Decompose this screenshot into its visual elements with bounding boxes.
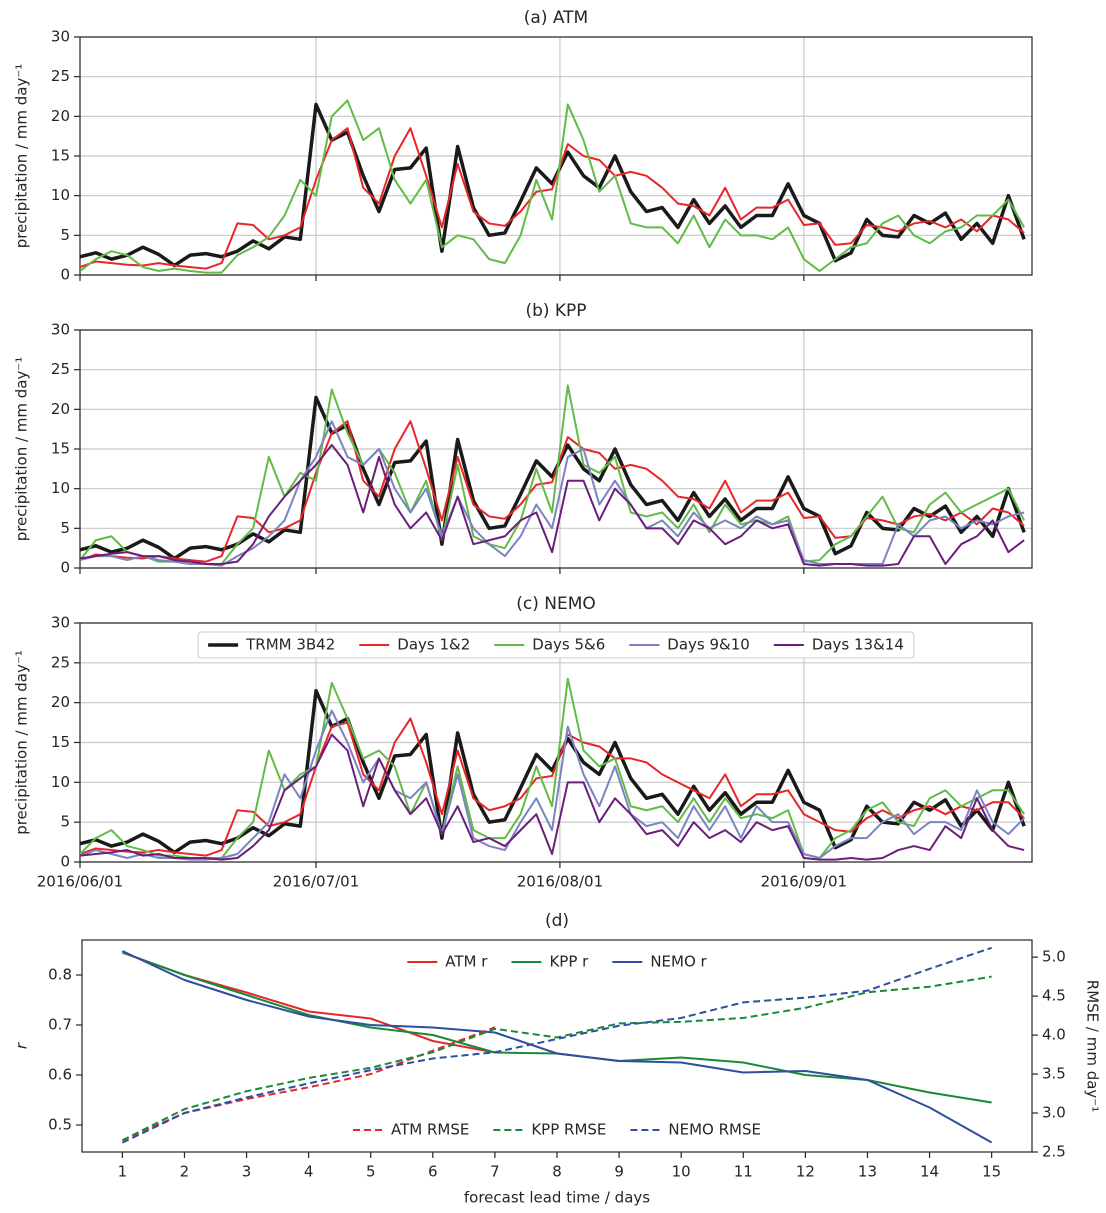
series-line <box>80 717 1025 857</box>
x-tick-label: 2016/09/01 <box>761 873 847 891</box>
legend: TRMM 3B42 Days 1&2 Days 5&6 Days 9&10 Days 1… <box>197 631 915 659</box>
y-tick-label: 5 <box>60 226 70 244</box>
y-tick-label: 30 <box>51 321 70 339</box>
series-line <box>121 946 992 1144</box>
y2-tick-label: 4.0 <box>1042 1026 1066 1044</box>
legend-label: NEMO RMSE <box>668 1121 761 1139</box>
panel-title: (d) <box>545 911 569 931</box>
x-tick-label: 14 <box>920 1163 939 1181</box>
x-tick-label: 5 <box>366 1163 376 1181</box>
legend-label: KPP r <box>549 953 589 971</box>
x-tick-label: 9 <box>614 1163 624 1181</box>
series-line <box>121 975 992 1142</box>
legend-label: NEMO r <box>650 953 707 971</box>
series-line <box>121 950 993 1144</box>
panel-title: (c) NEMO <box>516 594 596 614</box>
y2-tick-label: 2.5 <box>1042 1143 1066 1161</box>
panel-title: (a) ATM <box>524 8 588 28</box>
plot-frame <box>79 329 1033 569</box>
y-axis-label: precipitation / mm day⁻¹ <box>13 357 31 542</box>
series-line <box>80 99 1026 274</box>
y-axis-label: precipitation / mm day⁻¹ <box>13 650 31 835</box>
plot-frame <box>79 36 1033 276</box>
y-axis-label: r <box>13 1042 31 1049</box>
y-tick-label: 0 <box>60 853 70 871</box>
series-line <box>80 677 1025 860</box>
y-tick-label: 15 <box>51 733 70 751</box>
y-tick-label: 0.7 <box>48 1016 72 1034</box>
series-line <box>80 420 1025 567</box>
y-tick-label: 0 <box>60 559 70 577</box>
legend-label: Days 9&10 <box>667 636 750 654</box>
y-axis-label: precipitation / mm day⁻¹ <box>13 64 31 249</box>
y-tick-label: 25 <box>51 360 70 378</box>
y-tick-label: 20 <box>51 400 70 418</box>
y-tick-label: 10 <box>51 186 70 204</box>
legend-frame <box>197 631 915 659</box>
legend-label: Days 1&2 <box>397 636 470 654</box>
legend-label: ATM r <box>445 953 488 971</box>
y-tick-label: 30 <box>51 614 70 632</box>
y2-axis-label: RMSE / mm day⁻¹ <box>1084 980 1102 1112</box>
series-line <box>80 127 1025 270</box>
y-tick-label: 30 <box>51 28 70 46</box>
y-tick-label: 15 <box>51 440 70 458</box>
series-line <box>80 384 1026 566</box>
y-tick-label: 5 <box>60 813 70 831</box>
x-tick-label: 2016/08/01 <box>517 873 603 891</box>
x-tick-label: 15 <box>982 1163 1001 1181</box>
y-tick-label: 15 <box>51 147 70 165</box>
y-tick-label: 5 <box>60 519 70 537</box>
legend: ATM r KPP r NEMO r <box>407 953 708 971</box>
x-tick-label: 3 <box>242 1163 252 1181</box>
y2-tick-label: 5.0 <box>1042 948 1066 966</box>
y-tick-label: 25 <box>51 653 70 671</box>
x-tick-label: 2016/07/01 <box>273 873 359 891</box>
y2-tick-label: 3.5 <box>1042 1065 1066 1083</box>
x-tick-label: 13 <box>858 1163 877 1181</box>
plot-frame <box>81 939 1033 1153</box>
series-line <box>80 395 1026 561</box>
panel-title: (b) KPP <box>525 301 586 321</box>
x-tick-label: 11 <box>734 1163 753 1181</box>
y-tick-label: 10 <box>51 773 70 791</box>
x-tick-label: 7 <box>490 1163 500 1181</box>
series-line <box>80 420 1025 563</box>
y-tick-label: 0.5 <box>48 1116 72 1134</box>
series-line <box>80 102 1026 268</box>
x-tick-label: 2 <box>180 1163 190 1181</box>
y-tick-label: 0.8 <box>48 966 72 984</box>
legend-label: Days 5&6 <box>532 636 605 654</box>
y-tick-label: 10 <box>51 479 70 497</box>
legend-label: KPP RMSE <box>531 1121 606 1139</box>
x-tick-label: 4 <box>304 1163 314 1181</box>
x-axis-label: forecast lead time / days <box>464 1189 650 1207</box>
legend-label: ATM RMSE <box>391 1121 469 1139</box>
series-line <box>80 709 1025 861</box>
y-tick-label: 25 <box>51 67 70 85</box>
y-tick-label: 0 <box>60 266 70 284</box>
y2-tick-label: 4.5 <box>1042 987 1066 1005</box>
x-tick-label: 10 <box>672 1163 691 1181</box>
legend-label: TRMM 3B42 <box>245 636 335 654</box>
series-line <box>80 733 1025 861</box>
x-tick-label: 2016/06/01 <box>37 873 123 891</box>
legend: ATM RMSE KPP RMSE NEMO RMSE <box>353 1121 761 1139</box>
y2-tick-label: 3.0 <box>1042 1104 1066 1122</box>
y-tick-label: 0.6 <box>48 1066 72 1084</box>
x-tick-label: 8 <box>552 1163 562 1181</box>
y-tick-label: 20 <box>51 693 70 711</box>
x-tick-label: 6 <box>428 1163 438 1181</box>
series-line <box>80 444 1025 567</box>
y-tick-label: 20 <box>51 107 70 125</box>
legend-label: Days 13&14 <box>812 636 904 654</box>
x-tick-label: 1 <box>118 1163 128 1181</box>
x-tick-label: 12 <box>796 1163 815 1181</box>
plot-frame <box>79 622 1033 863</box>
